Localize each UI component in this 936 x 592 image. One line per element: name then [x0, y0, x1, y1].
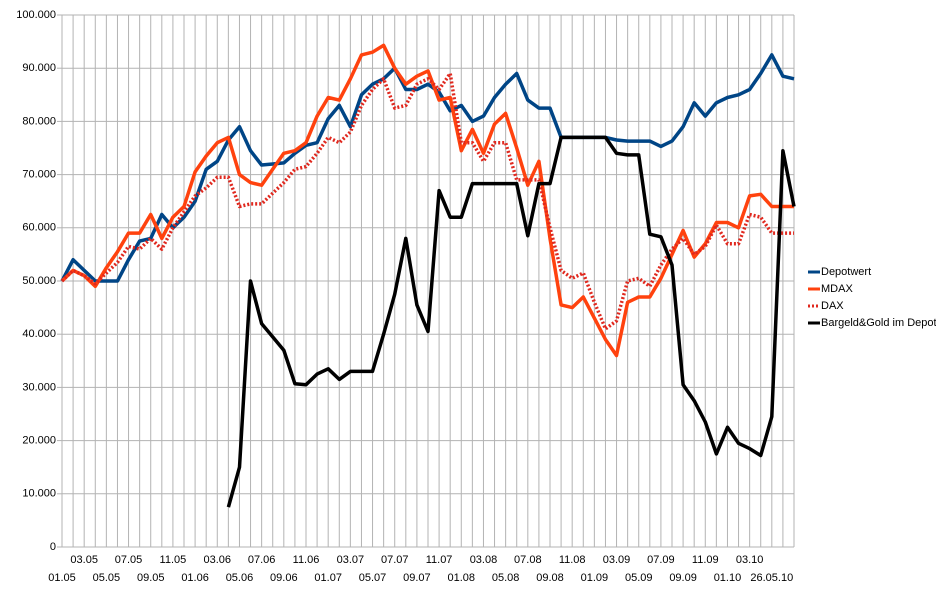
x-tick-label: 07.07 [381, 554, 409, 566]
y-tick-label: 60.000 [22, 222, 56, 234]
legend-label: Depotwert [821, 266, 871, 278]
x-tick-label: 03.07 [337, 554, 365, 566]
x-tick-label: 11.07 [426, 554, 453, 566]
line-series [60, 53, 795, 283]
x-tick-label: 05.05 [93, 572, 121, 584]
x-tick-label: 07.08 [514, 554, 542, 566]
y-tick-label: 40.000 [22, 328, 56, 340]
x-tick-label: 03.10 [736, 554, 764, 566]
y-tick-label: 90.000 [22, 62, 56, 74]
y-tick-label: 100.000 [16, 9, 56, 21]
x-tick-label: 03.06 [204, 554, 232, 566]
y-tick-label: 0 [50, 541, 56, 553]
x-tick-label: 03.05 [70, 554, 98, 566]
x-tick-label: 09.08 [536, 572, 564, 584]
legend-label: MDAX [821, 283, 853, 295]
x-tick-label: 11.06 [293, 554, 320, 566]
x-tick-label: 11.05 [160, 554, 187, 566]
x-tick-label: 09.06 [270, 572, 298, 584]
x-tick-label: 05.09 [625, 572, 653, 584]
y-tick-label: 50.000 [22, 275, 56, 287]
x-tick-label: 03.09 [603, 554, 631, 566]
y-tick-label: 10.000 [22, 488, 56, 500]
x-tick-label: 01.08 [448, 572, 476, 584]
x-tick-label: 01.10 [714, 572, 742, 584]
x-tick-label: 03.08 [470, 554, 498, 566]
line-series [226, 135, 796, 508]
x-tick-label: 01.05 [48, 572, 76, 584]
y-tick-label: 20.000 [22, 435, 56, 447]
x-tick-label: 07.09 [647, 554, 675, 566]
legend-label: Bargeld&Gold im Depot [821, 317, 936, 329]
y-tick-label: 80.000 [22, 115, 56, 127]
y-tick-label: 30.000 [22, 381, 56, 393]
legend-label: DAX [821, 300, 844, 312]
x-tick-label: 07.05 [115, 554, 143, 566]
x-tick-label: 01.06 [181, 572, 209, 584]
x-tick-label: 01.09 [581, 572, 609, 584]
x-tick-label: 09.09 [669, 572, 697, 584]
x-tick-label: 11.08 [559, 554, 586, 566]
x-tick-label: 05.08 [492, 572, 520, 584]
line-series [60, 43, 794, 358]
x-tick-label: 09.05 [137, 572, 165, 584]
x-tick-label: 05.06 [226, 572, 254, 584]
line-series [60, 71, 794, 331]
y-tick-label: 70.000 [22, 169, 56, 181]
x-tick-label: 05.07 [359, 572, 387, 584]
x-tick-label: 01.07 [314, 572, 342, 584]
x-tick-label: 11.09 [692, 554, 719, 566]
x-tick-label: 26.05.10 [750, 572, 793, 584]
x-tick-label: 07.06 [248, 554, 276, 566]
x-tick-label: 09.07 [403, 572, 431, 584]
